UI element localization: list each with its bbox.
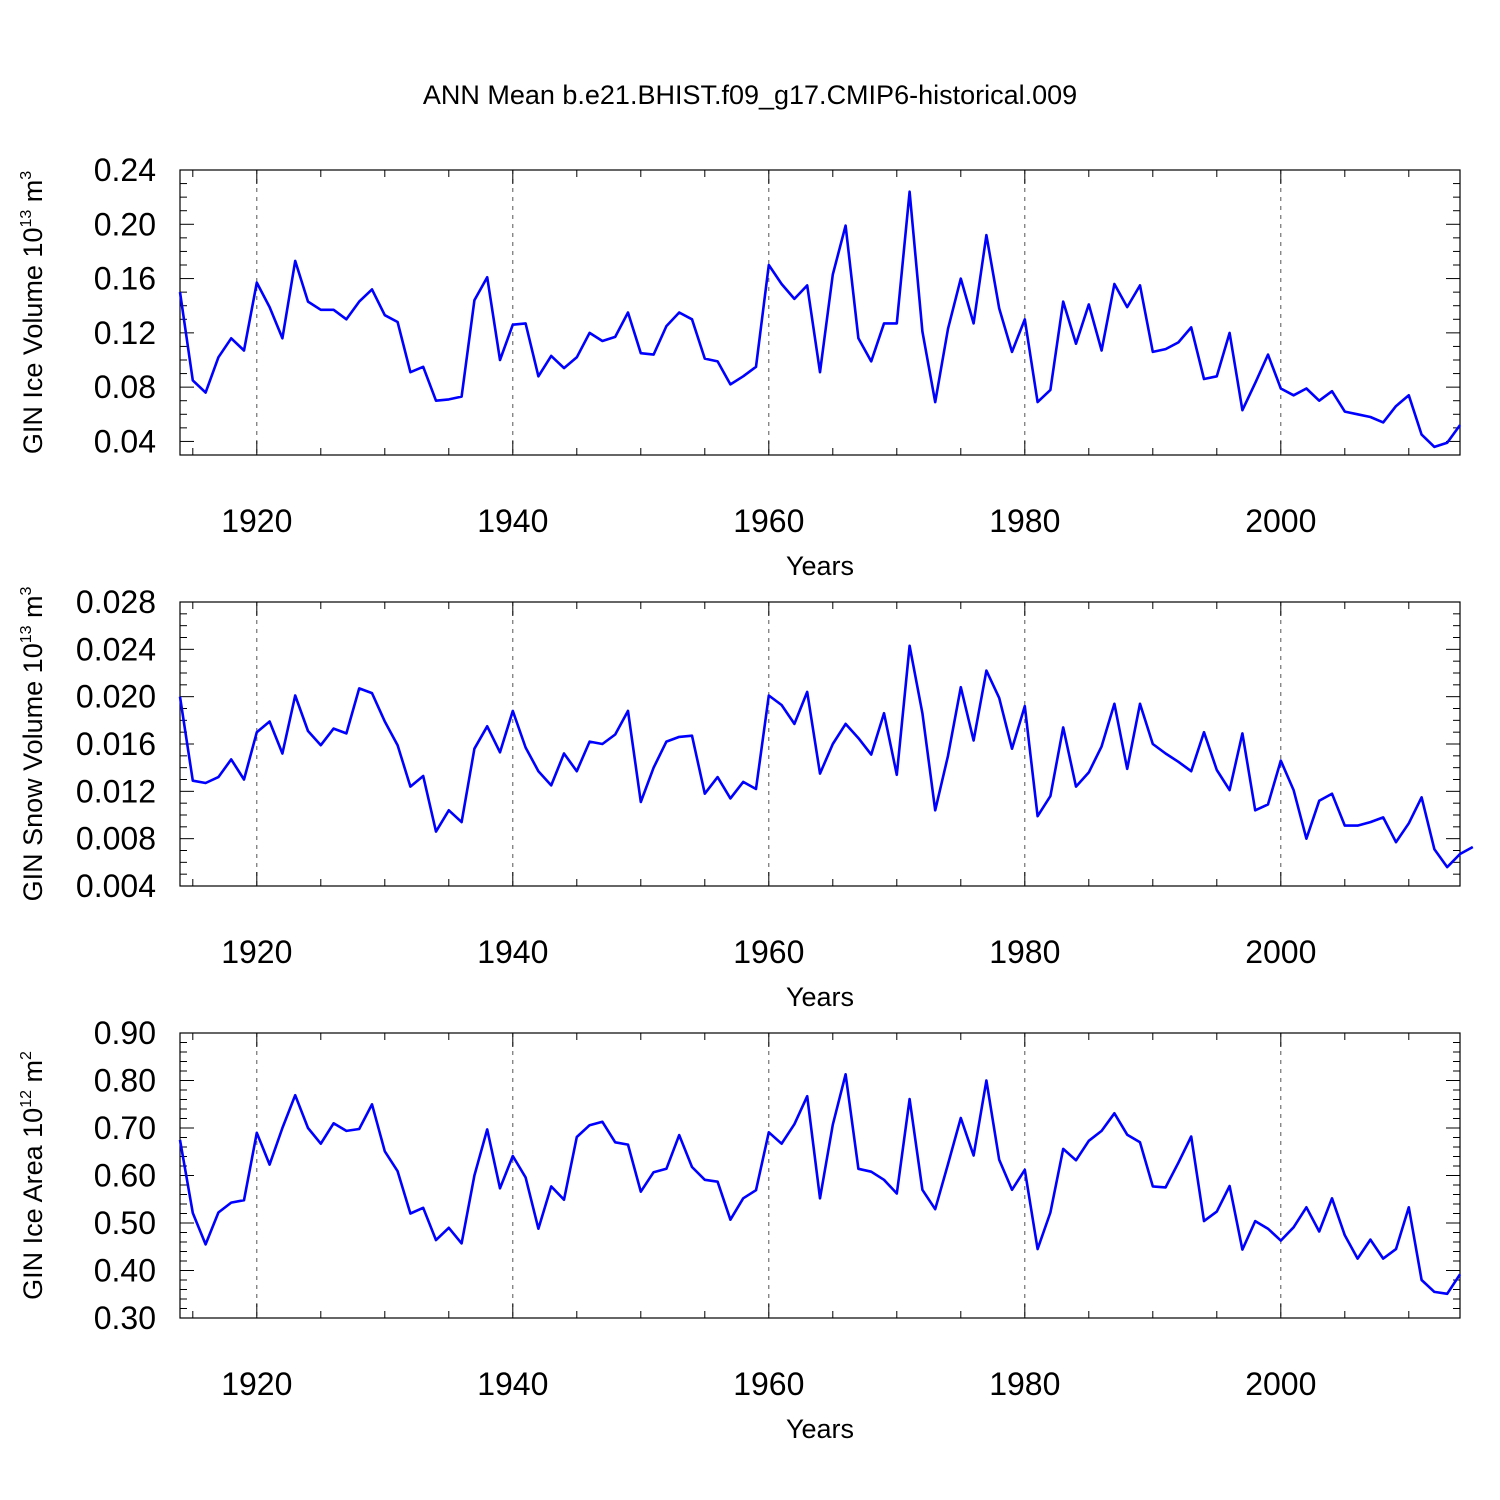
y-tick-label: 0.04: [94, 423, 156, 459]
panel-ice-area: 0.30 0.40 0.50 0.60 0.70 0.80 0.90 1920 1940 1960…: [18, 1015, 1462, 1444]
x-tick-label: 1960: [733, 934, 804, 970]
y-tick-label: 0.08: [94, 369, 156, 405]
data-series-line: [178, 1073, 1462, 1296]
chart-title: ANN Mean b.e21.BHIST.f09_g17.CMIP6-histo…: [422, 80, 1078, 110]
y-tick-label: 0.60: [94, 1158, 156, 1194]
y-label-unit: m: [18, 1060, 48, 1090]
data-series-line: [178, 644, 1474, 869]
x-tick-label: 2000: [1245, 503, 1316, 539]
y-label-main: GIN Snow Volume 10: [18, 643, 48, 901]
panel-ice-volume: 0.04 0.08 0.12 0.16 0.20 0.24 1920 1940 1960 1980…: [18, 152, 1462, 581]
y-tick-label: 0.24: [94, 152, 156, 188]
panel-snow-volume: 0.004 0.008 0.012 0.016 0.020 0.024 0.028 1920 1…: [18, 584, 1474, 1012]
y-tick-label: 0.020: [76, 679, 156, 715]
plot-frame: [179, 601, 1461, 887]
y-tick-label: 0.16: [94, 261, 156, 297]
x-tick-label: 1940: [477, 934, 548, 970]
y-label-exponent: 13: [18, 210, 35, 228]
x-tick-label: 1980: [989, 503, 1060, 539]
plot-frame: [179, 169, 1461, 456]
y-tick-label: 0.30: [94, 1300, 156, 1336]
y-tick-label: 0.20: [94, 206, 156, 242]
y-label-exponent: 13: [18, 625, 35, 643]
plot-frame: [179, 1032, 1461, 1319]
y-label-exponent: 12: [18, 1090, 35, 1108]
x-tick-label: 1920: [221, 1366, 292, 1402]
x-tick-label: 1920: [221, 934, 292, 970]
x-tick-label: 2000: [1245, 934, 1316, 970]
y-axis-label: GIN Ice Area 1012 m2: [18, 1051, 48, 1300]
x-tick-label: 1940: [477, 1366, 548, 1402]
x-tick-label: 1940: [477, 503, 548, 539]
data-series-line: [178, 190, 1462, 449]
y-tick-label: 0.80: [94, 1063, 156, 1099]
x-tick-label: 1980: [989, 934, 1060, 970]
y-tick-label: 0.016: [76, 726, 156, 762]
x-tick-label: 1960: [733, 1366, 804, 1402]
y-label-main: GIN Ice Area 10: [18, 1108, 48, 1300]
y-tick-label: 0.90: [94, 1015, 156, 1051]
y-label-unit-exponent: 3: [18, 586, 35, 595]
y-tick-label: 0.008: [76, 821, 156, 857]
y-tick-label: 0.028: [76, 584, 156, 620]
x-tick-label: 2000: [1245, 1366, 1316, 1402]
y-tick-label: 0.50: [94, 1205, 156, 1241]
x-tick-label: 1920: [221, 503, 292, 539]
y-tick-label: 0.12: [94, 315, 156, 351]
y-tick-label: 0.024: [76, 631, 156, 667]
x-axis-label: Years: [786, 551, 854, 581]
y-tick-label: 0.40: [94, 1253, 156, 1289]
y-label-unit: m: [18, 180, 48, 210]
x-tick-label: 1980: [989, 1366, 1060, 1402]
x-axis-label: Years: [786, 1414, 854, 1444]
y-tick-label: 0.012: [76, 773, 156, 809]
x-tick-label: 1960: [733, 503, 804, 539]
y-tick-label: 0.004: [76, 868, 156, 904]
y-label-unit: m: [18, 595, 48, 625]
y-label-unit-exponent: 2: [18, 1051, 35, 1060]
y-axis-label: GIN Snow Volume 1013 m3: [18, 586, 48, 901]
y-label-main: GIN Ice Volume 10: [18, 228, 48, 455]
y-tick-label: 0.70: [94, 1110, 156, 1146]
y-axis-label: GIN Ice Volume 1013 m3: [18, 171, 48, 454]
y-label-unit-exponent: 3: [18, 171, 35, 180]
x-axis-label: Years: [786, 982, 854, 1012]
